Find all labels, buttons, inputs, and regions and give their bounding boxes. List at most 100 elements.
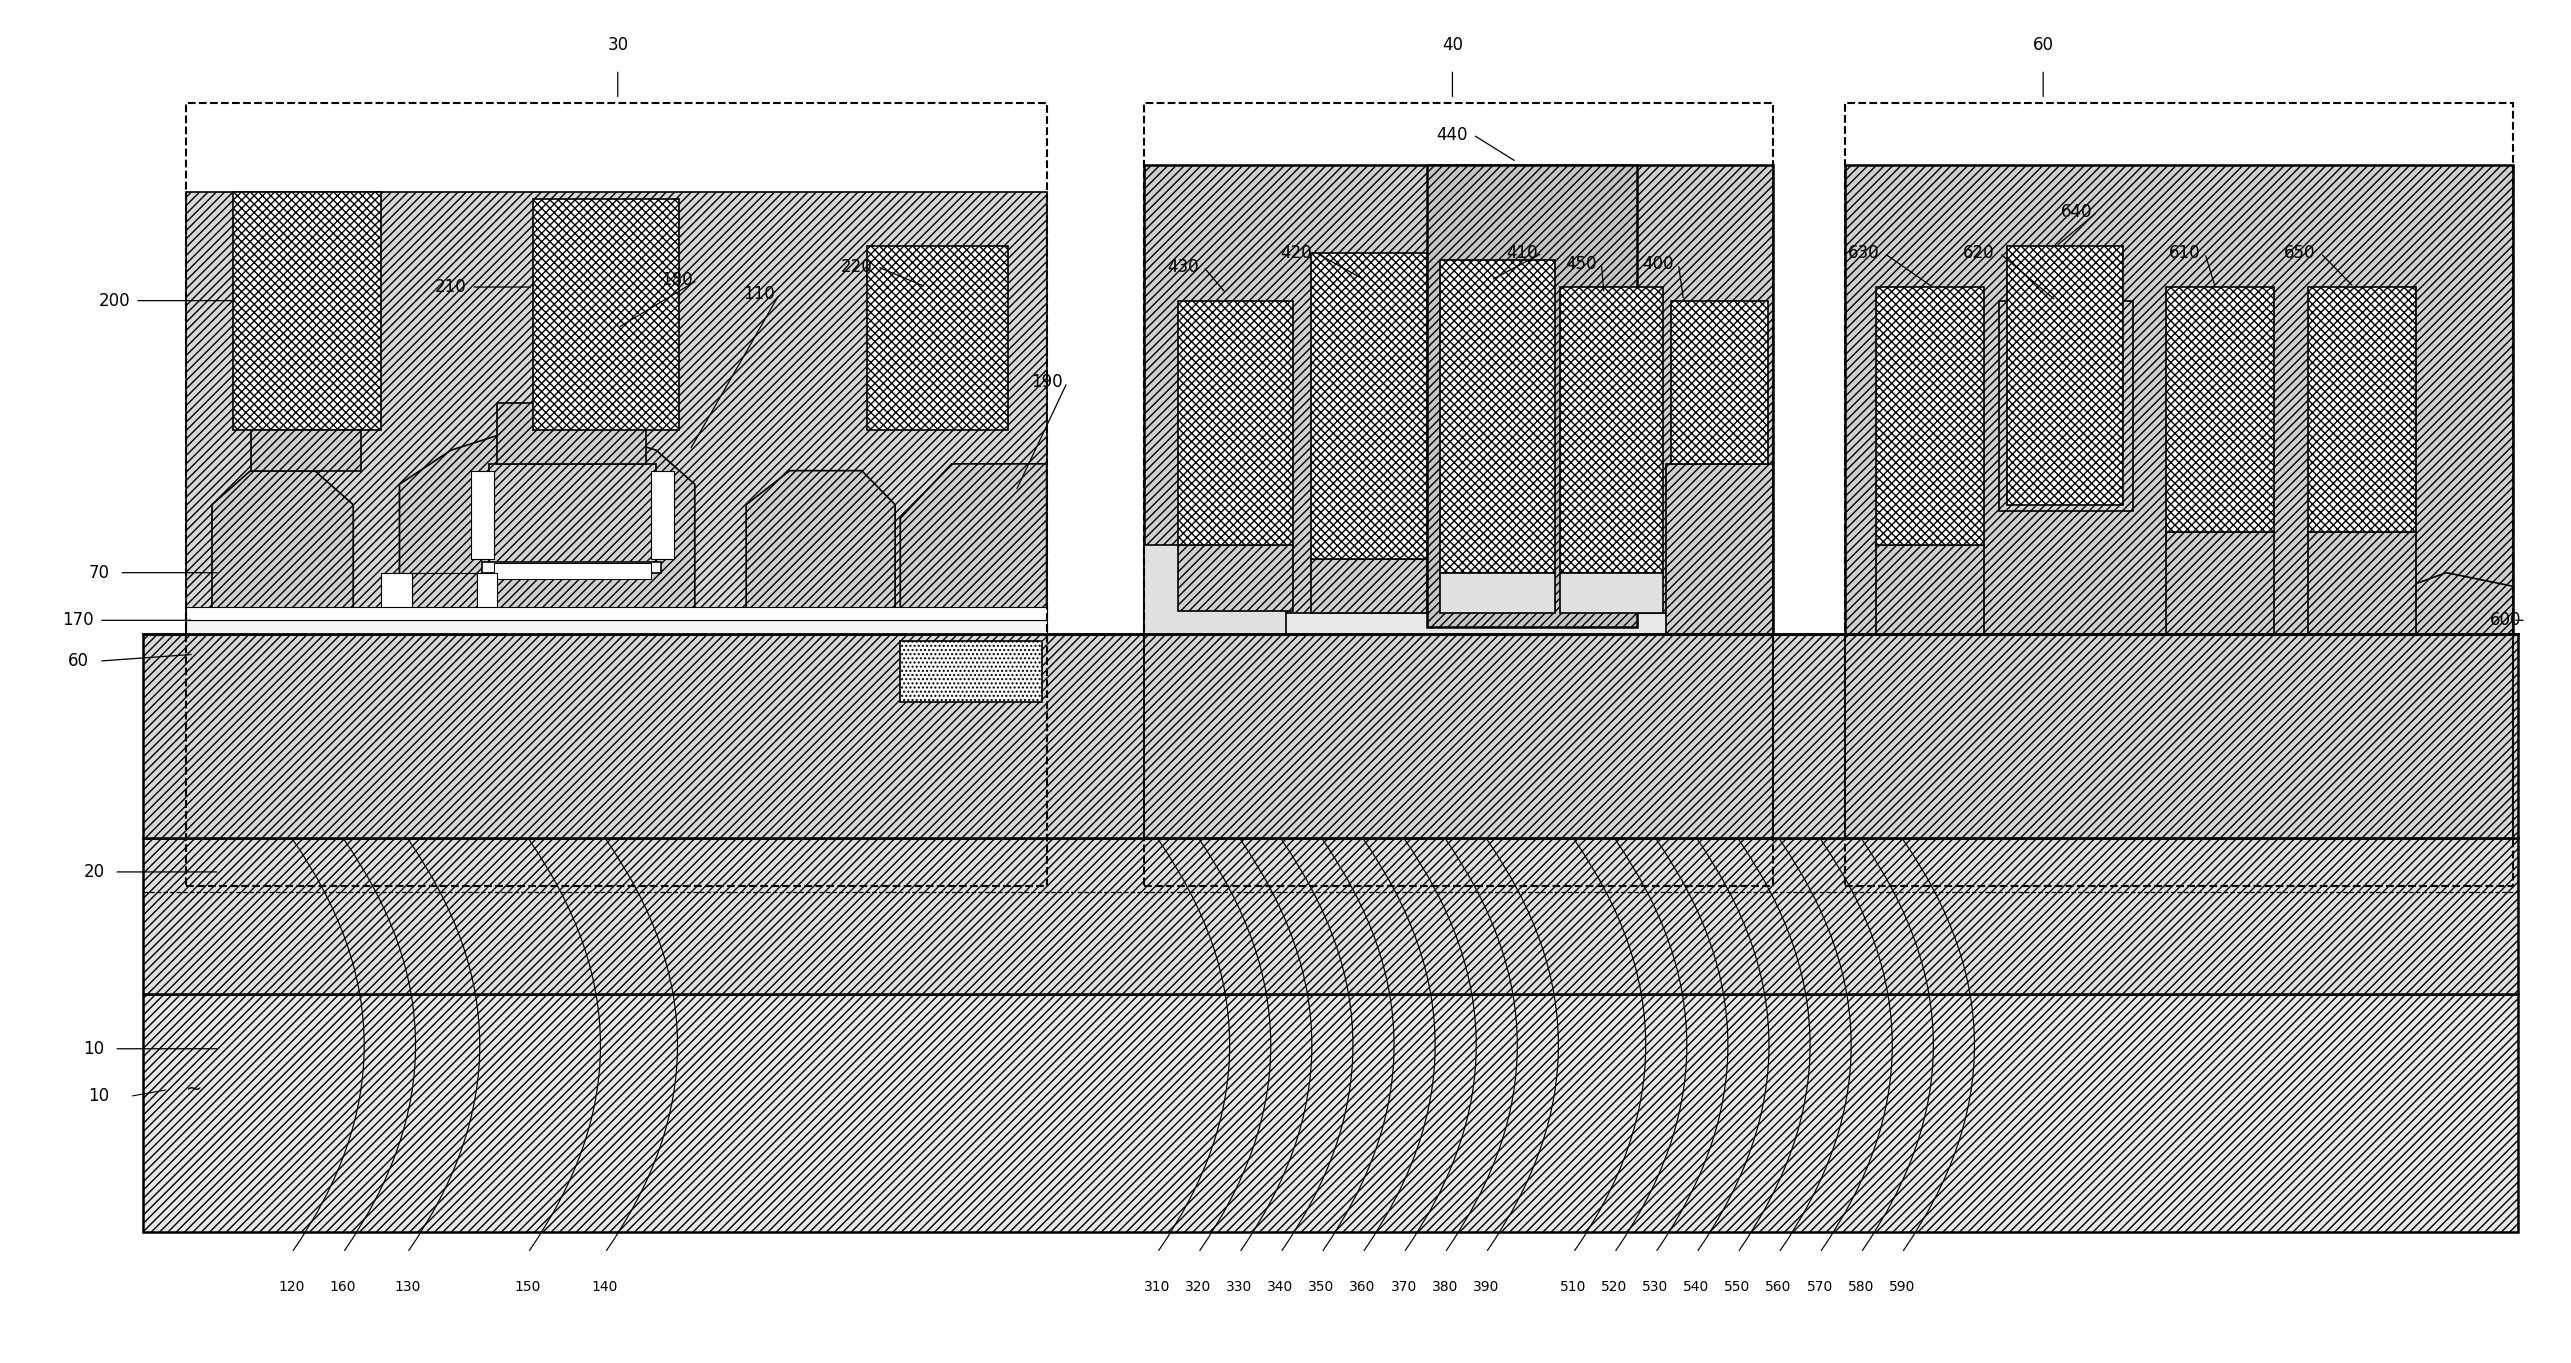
Text: 360: 360 xyxy=(1350,1280,1375,1293)
Bar xyxy=(141,634,2517,838)
Bar xyxy=(2309,288,2417,532)
Text: 340: 340 xyxy=(1268,1280,1293,1293)
Polygon shape xyxy=(211,470,352,634)
Text: 550: 550 xyxy=(1725,1280,1751,1293)
Text: 10: 10 xyxy=(82,1040,105,1058)
Bar xyxy=(2167,288,2275,532)
Text: 140: 140 xyxy=(591,1280,617,1293)
Bar xyxy=(1178,545,1293,611)
Bar xyxy=(2000,301,2134,511)
Bar xyxy=(2008,247,2124,504)
Text: 20: 20 xyxy=(82,863,105,880)
Bar xyxy=(1846,165,2512,634)
Text: 450: 450 xyxy=(1566,255,1597,273)
Text: 210: 210 xyxy=(434,278,468,296)
Bar xyxy=(2309,532,2417,634)
Text: 170: 170 xyxy=(62,611,95,630)
Text: 70: 70 xyxy=(87,564,111,582)
Text: 390: 390 xyxy=(1473,1280,1499,1293)
Bar xyxy=(1440,260,1555,572)
Text: 570: 570 xyxy=(1807,1280,1833,1293)
Text: 580: 580 xyxy=(1849,1280,1874,1293)
Bar xyxy=(532,199,679,429)
Bar xyxy=(650,470,674,559)
Bar xyxy=(185,607,1046,620)
Text: 610: 610 xyxy=(2167,244,2201,262)
Bar xyxy=(1311,559,1427,613)
Text: 330: 330 xyxy=(1226,1280,1252,1293)
Bar xyxy=(185,192,1046,634)
Text: 130: 130 xyxy=(393,1280,419,1293)
Bar xyxy=(1144,165,1774,634)
Bar xyxy=(1311,254,1427,559)
Bar xyxy=(1877,288,1985,545)
Text: 350: 350 xyxy=(1309,1280,1334,1293)
Bar xyxy=(1561,572,1663,613)
Text: 370: 370 xyxy=(1391,1280,1417,1293)
Bar xyxy=(488,463,656,563)
Text: 310: 310 xyxy=(1144,1280,1170,1293)
Bar xyxy=(1561,288,1663,572)
Text: ~: ~ xyxy=(185,1079,203,1099)
Text: 150: 150 xyxy=(514,1280,540,1293)
Bar xyxy=(185,620,1046,634)
Polygon shape xyxy=(746,470,895,634)
Text: 440: 440 xyxy=(1437,125,1468,143)
Text: 530: 530 xyxy=(1643,1280,1669,1293)
Bar xyxy=(900,641,1041,702)
Text: 400: 400 xyxy=(1643,255,1674,273)
Bar xyxy=(141,995,2517,1232)
Text: 60: 60 xyxy=(67,652,90,671)
Text: 540: 540 xyxy=(1684,1280,1710,1293)
Bar xyxy=(1178,301,1293,545)
Polygon shape xyxy=(900,463,1046,634)
Bar xyxy=(481,562,661,572)
Bar xyxy=(496,402,645,463)
Bar xyxy=(476,572,496,630)
Text: 620: 620 xyxy=(1964,244,1995,262)
Bar xyxy=(1846,634,2512,838)
Text: 40: 40 xyxy=(1442,35,1463,55)
Bar xyxy=(411,572,476,630)
Text: 640: 640 xyxy=(2062,203,2093,221)
Bar xyxy=(1427,165,1638,627)
Bar xyxy=(1671,301,1769,463)
Bar xyxy=(249,429,360,470)
Text: 200: 200 xyxy=(98,292,131,309)
Text: 30: 30 xyxy=(607,35,627,55)
Text: 190: 190 xyxy=(1031,373,1062,391)
Bar xyxy=(1440,572,1555,613)
Polygon shape xyxy=(2391,572,2512,634)
Text: 600: 600 xyxy=(2489,611,2522,630)
Text: 520: 520 xyxy=(1602,1280,1627,1293)
Bar xyxy=(2167,532,2275,634)
Text: 510: 510 xyxy=(1561,1280,1586,1293)
Bar xyxy=(1157,613,1761,634)
Bar xyxy=(1144,634,1774,838)
Bar xyxy=(1144,545,1286,634)
Text: 410: 410 xyxy=(1507,244,1537,262)
Text: 320: 320 xyxy=(1185,1280,1211,1293)
Bar xyxy=(1846,104,2512,886)
Bar xyxy=(141,838,2517,995)
Bar xyxy=(470,470,494,559)
Text: 120: 120 xyxy=(278,1280,306,1293)
Text: 650: 650 xyxy=(2283,244,2316,262)
Text: 420: 420 xyxy=(1280,244,1311,262)
Text: 60: 60 xyxy=(2034,35,2054,55)
Text: 110: 110 xyxy=(743,285,774,303)
Polygon shape xyxy=(399,429,694,634)
Text: 180: 180 xyxy=(661,271,692,289)
Bar xyxy=(185,104,1046,886)
Text: 10: 10 xyxy=(87,1088,111,1105)
Bar xyxy=(1877,545,1985,634)
Text: 590: 590 xyxy=(1890,1280,1915,1293)
Bar xyxy=(231,192,381,429)
Text: 220: 220 xyxy=(841,258,872,275)
Bar xyxy=(381,572,411,630)
Bar xyxy=(866,247,1008,429)
Text: 430: 430 xyxy=(1167,258,1198,275)
Bar xyxy=(1144,104,1774,886)
Bar xyxy=(494,563,650,579)
Text: 380: 380 xyxy=(1432,1280,1458,1293)
